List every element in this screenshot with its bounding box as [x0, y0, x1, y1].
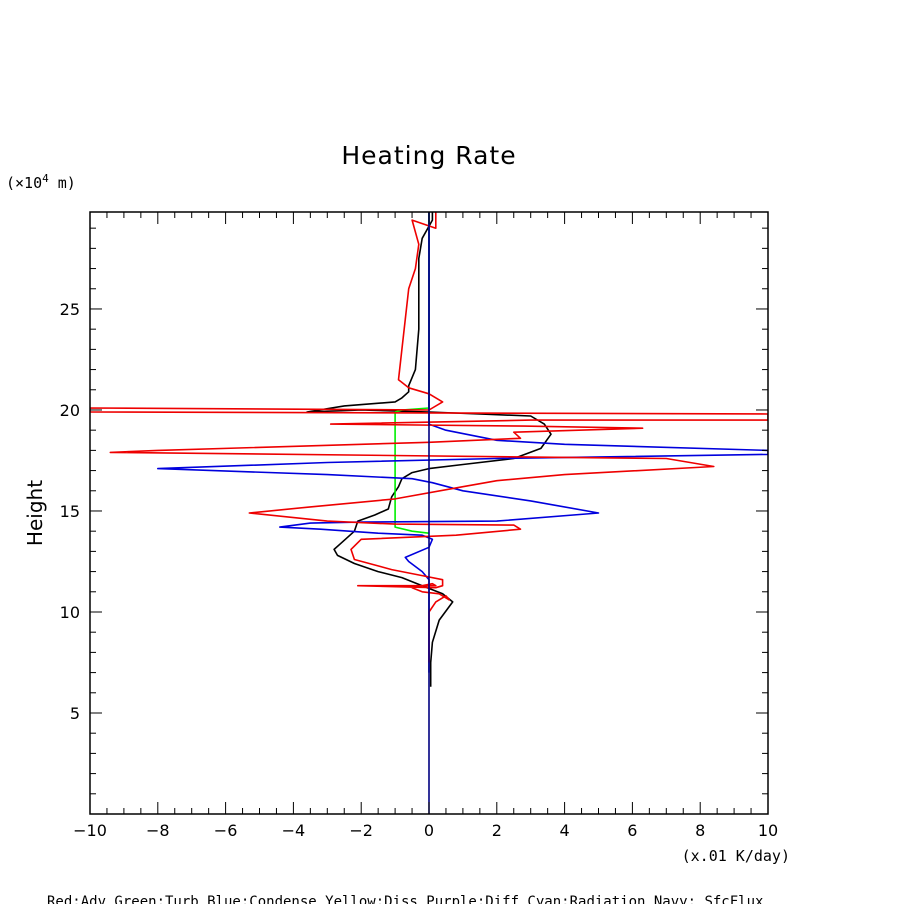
- legend-text: Red:Adv Green:Turb Blue:Condense Yellow:…: [47, 894, 763, 904]
- x-tick-label: 6: [627, 821, 637, 840]
- y-tick-label: 15: [60, 502, 80, 521]
- y-axis-label: Height: [23, 480, 47, 546]
- axes-layer: −10 −8 −6 −4 −2 0 2 4 6 8 10 5 10 15 20 25: [60, 211, 778, 840]
- series-line-3: [157, 212, 768, 673]
- x-tick-label: 4: [560, 821, 570, 840]
- x-tick-label: 8: [695, 821, 705, 840]
- x-axis-unit: (x.01 K/day): [682, 847, 790, 865]
- y-unit-prefix: (×10: [6, 174, 42, 192]
- series-line-2: [394, 212, 430, 534]
- x-tick-label: 10: [758, 821, 778, 840]
- y-tick-label: 5: [70, 704, 80, 723]
- y-tick-label: 20: [60, 401, 80, 420]
- chart-title: Heating Rate: [341, 141, 516, 170]
- series-line-1: [306, 212, 552, 687]
- x-tick-label: −4: [282, 821, 306, 840]
- series-layer: [90, 212, 768, 814]
- y-tick-label: 25: [60, 300, 80, 319]
- y-axis-unit: (×104 m): [6, 172, 76, 192]
- y-unit-suffix: m): [49, 174, 76, 192]
- y-unit-exponent: 4: [42, 172, 49, 185]
- x-tick-label: 0: [424, 821, 434, 840]
- x-tick-label: −10: [73, 821, 107, 840]
- x-tick-label: −6: [214, 821, 238, 840]
- x-tick-label: −2: [349, 821, 373, 840]
- x-tick-label: 2: [492, 821, 502, 840]
- x-tick-label: −8: [146, 821, 170, 840]
- series-line-4: [90, 212, 768, 663]
- y-tick-label: 10: [60, 603, 80, 622]
